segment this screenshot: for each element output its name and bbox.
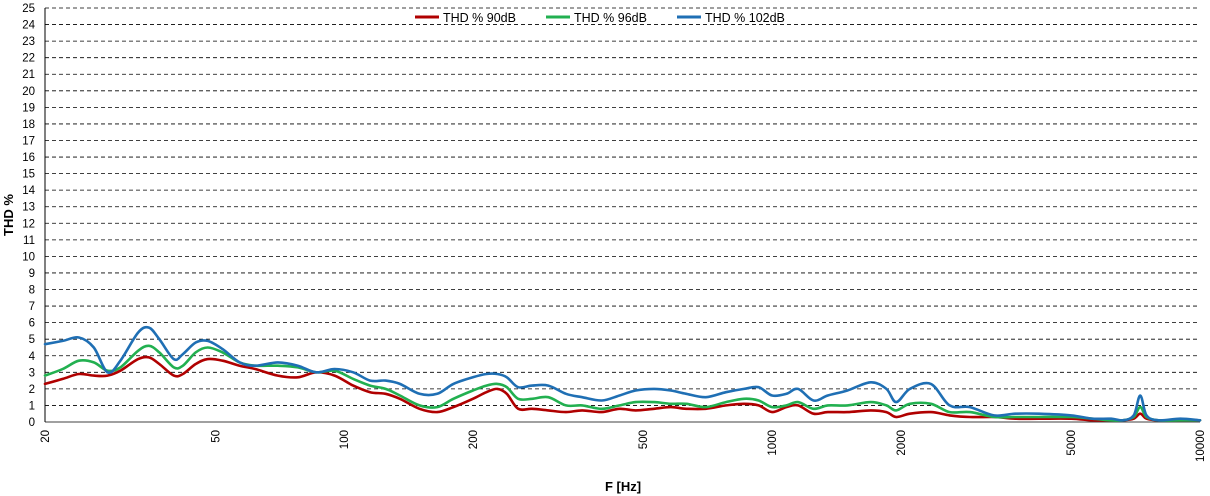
y-tick-labels: 0123456789101112131415161718192021222324… <box>22 3 35 429</box>
x-tick-label: 2000 <box>896 430 908 456</box>
x-tick-label: 10000 <box>1195 430 1207 462</box>
series-lines <box>43 325 1202 422</box>
y-tick-label: 25 <box>22 3 35 15</box>
x-tick-label: 1000 <box>767 430 779 456</box>
grid-lines <box>44 7 1200 423</box>
y-tick-label: 19 <box>22 102 35 114</box>
y-tick-label: 5 <box>29 334 35 346</box>
y-tick-label: 7 <box>29 301 35 313</box>
y-tick-label: 1 <box>29 400 35 412</box>
y-tick-label: 15 <box>22 169 35 181</box>
legend-label: THD % 90dB <box>443 11 516 25</box>
x-tick-label: 100 <box>339 430 351 449</box>
y-tick-label: 20 <box>22 86 35 98</box>
y-tick-label: 22 <box>22 53 35 65</box>
y-tick-label: 17 <box>22 135 35 147</box>
y-tick-label: 11 <box>23 235 35 247</box>
x-tick-label: 500 <box>638 430 650 449</box>
x-tick-label: 50 <box>210 430 222 443</box>
y-axis-label: THD % <box>1 194 16 236</box>
legend: THD % 90dB THD % 96dB THD % 102dB <box>415 11 785 25</box>
x-tick-label: 5000 <box>1066 430 1078 456</box>
x-tick-label: 20 <box>40 430 52 443</box>
y-tick-label: 23 <box>22 36 35 48</box>
y-tick-label: 8 <box>29 285 35 297</box>
y-tick-label: 14 <box>22 185 35 197</box>
y-tick-label: 6 <box>29 318 35 330</box>
x-axis-label: F [Hz] <box>605 479 641 494</box>
y-tick-label: 24 <box>22 20 35 32</box>
legend-label: THD % 96dB <box>574 11 647 25</box>
y-tick-label: 0 <box>29 417 35 429</box>
y-tick-label: 21 <box>22 69 35 81</box>
x-tick-label: 200 <box>468 430 480 449</box>
y-tick-label: 18 <box>22 119 35 131</box>
y-tick-label: 12 <box>22 218 35 230</box>
y-tick-label: 10 <box>22 251 35 263</box>
y-tick-label: 2 <box>29 384 35 396</box>
x-tick-labels: 20 50 100 200 500 1000 2000 5000 10000 <box>40 430 1207 462</box>
y-tick-label: 16 <box>22 152 35 164</box>
y-tick-label: 3 <box>29 367 35 379</box>
y-tick-label: 9 <box>29 268 35 280</box>
legend-label: THD % 102dB <box>705 11 785 25</box>
series-line-2 <box>43 344 1202 422</box>
series-line-3 <box>43 325 1202 422</box>
y-tick-label: 4 <box>29 351 36 363</box>
y-tick-label: 13 <box>22 202 35 214</box>
